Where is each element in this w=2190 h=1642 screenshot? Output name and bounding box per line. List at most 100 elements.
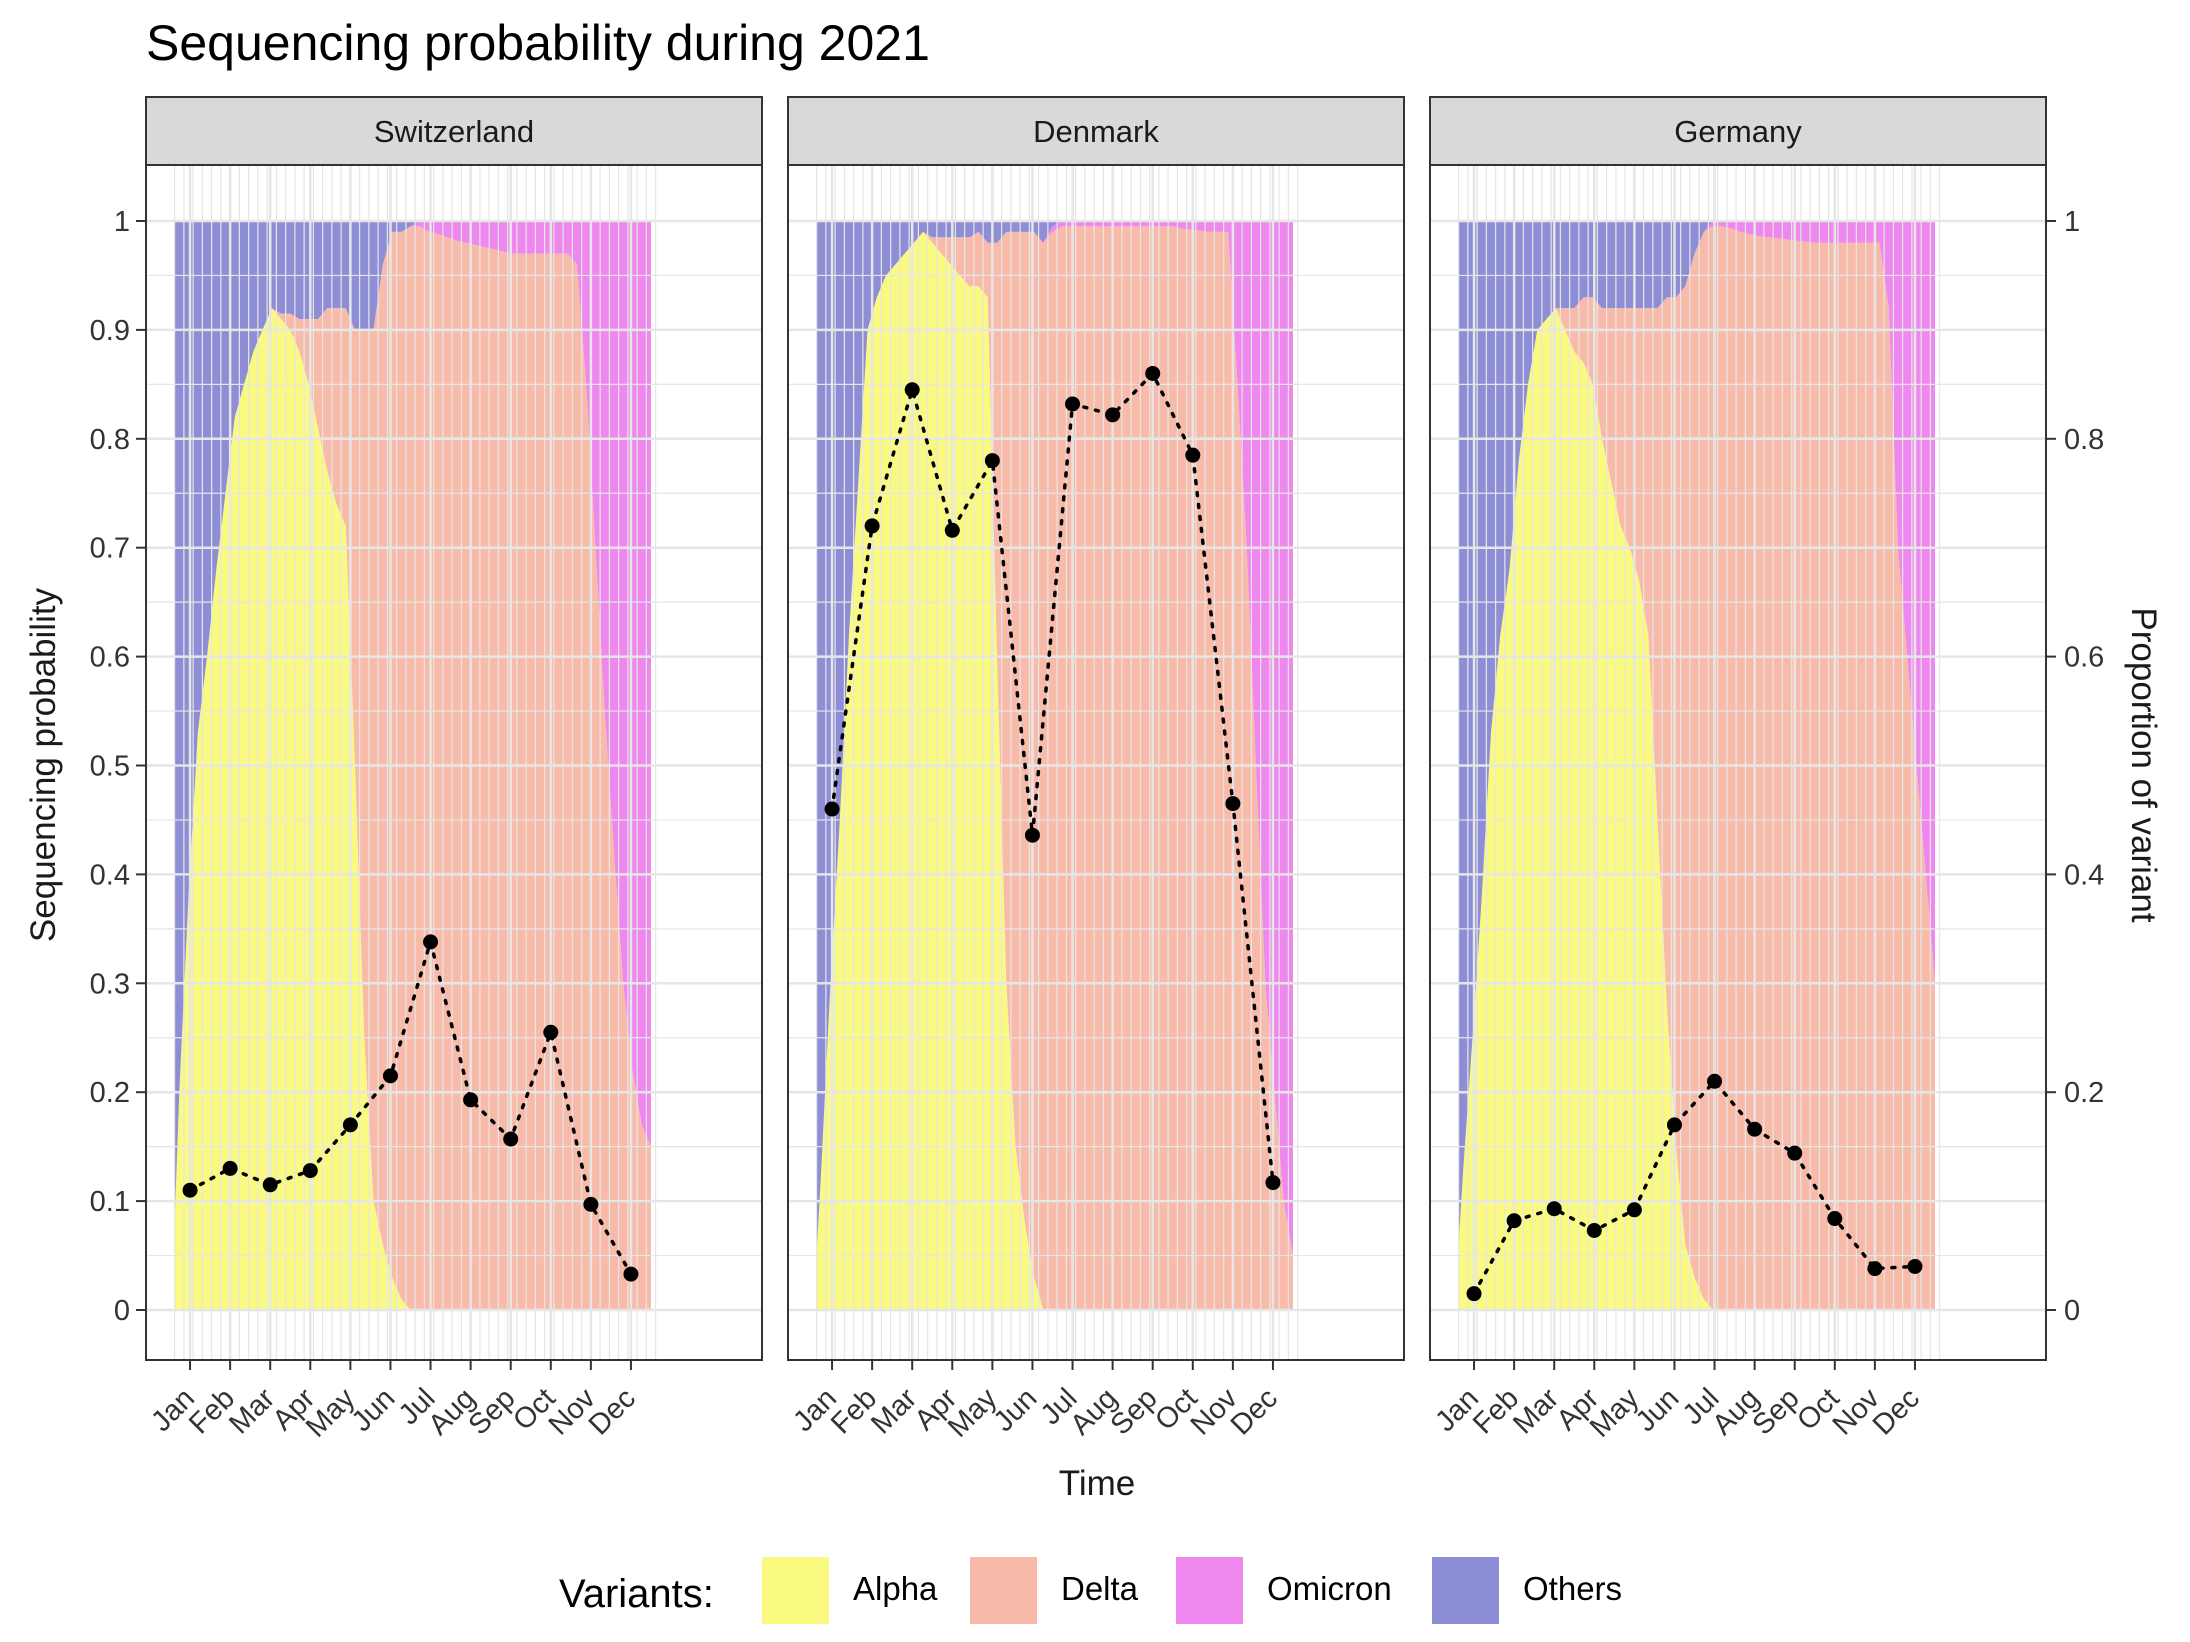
legend-label-alpha: Alpha: [853, 1570, 938, 1607]
gridlines: [1430, 165, 2046, 1360]
strip-germany: [1429, 96, 2047, 166]
gridlines: [788, 165, 1404, 1360]
seq-prob-point: [1065, 396, 1081, 412]
x-tick-label: Dec: [1225, 1382, 1284, 1441]
y2-tick-label: 0.4: [2064, 859, 2104, 891]
y-tick-label: 0.5: [90, 751, 130, 783]
legend: Alpha Delta Omicron Others: [0, 1540, 2190, 1630]
area-alpha: [174, 308, 651, 1311]
seq-prob-point: [1546, 1201, 1562, 1217]
y2-tick-label: 1: [2064, 206, 2080, 238]
strip-label: Switzerland: [374, 114, 534, 149]
y2-tick-label: 0.2: [2064, 1077, 2104, 1109]
seq-prob-point: [944, 522, 960, 538]
seq-prob-point: [1265, 1175, 1281, 1191]
legend-label-delta: Delta: [1061, 1570, 1139, 1607]
seq-prob-point: [1105, 407, 1121, 423]
panel-germany: GermanyJanFebMarAprMayJunJulAugSepOctNov…: [1429, 96, 2047, 1444]
seq-prob-point: [623, 1266, 639, 1282]
seq-prob-point: [423, 934, 439, 950]
y-axis-title: Sequencing probability: [24, 587, 63, 942]
seq-prob-point: [463, 1092, 479, 1108]
area-alpha: [1458, 308, 1935, 1311]
seq-prob-point: [824, 801, 840, 817]
seq-prob-point: [1787, 1145, 1803, 1161]
area-delta: [174, 226, 651, 1310]
y-tick-label: 0.6: [90, 642, 130, 674]
seq-prob-point: [302, 1163, 318, 1179]
area-alpha: [816, 231, 1293, 1310]
seq-prob-point: [904, 382, 920, 398]
y2-tick-label: 0.6: [2064, 642, 2104, 674]
seq-prob-line: [1472, 1078, 1917, 1296]
panel-border: [787, 164, 1405, 1361]
y-tick-label: 0.7: [90, 533, 130, 565]
x-axis-title: Time: [1059, 1464, 1135, 1503]
y2-tick-label: 0.8: [2064, 424, 2104, 456]
y2-tick-label: 0: [2064, 1295, 2080, 1327]
seq-prob-line: [830, 370, 1275, 1185]
seq-prob-point: [864, 518, 880, 534]
y-tick-label: 0.1: [90, 1186, 130, 1218]
legend-key-alpha: [762, 1557, 829, 1624]
area-others: [174, 221, 651, 1223]
seq-prob-point: [1707, 1073, 1723, 1089]
strip-switzerland: [145, 96, 763, 166]
seq-prob-point: [1225, 796, 1241, 812]
seq-prob-point: [1747, 1121, 1763, 1137]
x-tick-label: Dec: [583, 1382, 642, 1441]
seq-prob-point: [1867, 1261, 1883, 1277]
y2-axis-title: Proportion of variant: [2124, 607, 2163, 922]
seq-prob-point: [984, 453, 1000, 469]
seq-prob-point: [1626, 1202, 1642, 1218]
area-delta: [1458, 226, 1935, 1310]
seq-prob-point: [1827, 1211, 1843, 1227]
area-others: [816, 221, 1293, 1256]
gridlines: [146, 165, 762, 1360]
seq-prob-point: [1907, 1258, 1923, 1274]
y-tick-label: 0.4: [90, 859, 130, 891]
panel-border: [1429, 164, 2047, 1361]
seq-prob-point: [1586, 1223, 1602, 1239]
y-tick-label: 0.8: [90, 424, 130, 456]
panel-denmark: DenmarkJanFebMarAprMayJunJulAugSepOctNov…: [787, 96, 1405, 1444]
x-tick-label: Dec: [1867, 1382, 1926, 1441]
area-omicron: [174, 221, 651, 1223]
y-tick-label: 0.3: [90, 968, 130, 1000]
y-tick-label: 0: [114, 1295, 130, 1327]
seq-prob-point: [222, 1160, 238, 1176]
seq-prob-point: [1185, 447, 1201, 463]
area-others: [1458, 221, 1935, 1245]
chart-title: Sequencing probability during 2021: [146, 15, 930, 71]
strip-label: Germany: [1674, 114, 1802, 149]
seq-prob-point: [262, 1177, 278, 1193]
legend-key-others: [1432, 1557, 1499, 1624]
seq-prob-point: [1666, 1117, 1682, 1133]
seq-prob-point: [1466, 1286, 1482, 1302]
y-tick-label: 0.2: [90, 1077, 130, 1109]
legend-label-others: Others: [1523, 1570, 1623, 1607]
panel-switzerland: SwitzerlandJanFebMarAprMayJunJulAugSepOc…: [145, 96, 763, 1444]
seq-prob-point: [342, 1117, 358, 1133]
strip-denmark: [787, 96, 1405, 166]
seq-prob-point: [503, 1131, 519, 1147]
area-delta: [816, 226, 1293, 1310]
seq-prob-line: [188, 935, 633, 1276]
seq-prob-point: [543, 1024, 559, 1040]
legend-key-omicron: [1176, 1557, 1243, 1624]
seq-prob-point: [1024, 827, 1040, 843]
area-omicron: [816, 221, 1293, 1256]
y-tick-label: 1: [114, 206, 130, 238]
seq-prob-point: [583, 1196, 599, 1212]
legend-title: Variants:: [559, 1572, 714, 1616]
seq-prob-point: [182, 1182, 198, 1198]
seq-prob-point: [382, 1068, 398, 1084]
panel-border: [145, 164, 763, 1361]
y-tick-label: 0.9: [90, 315, 130, 347]
strip-label: Denmark: [1033, 114, 1159, 149]
legend-label-omicron: Omicron: [1267, 1570, 1392, 1607]
seq-prob-point: [1506, 1213, 1522, 1229]
legend-key-delta: [970, 1557, 1037, 1624]
